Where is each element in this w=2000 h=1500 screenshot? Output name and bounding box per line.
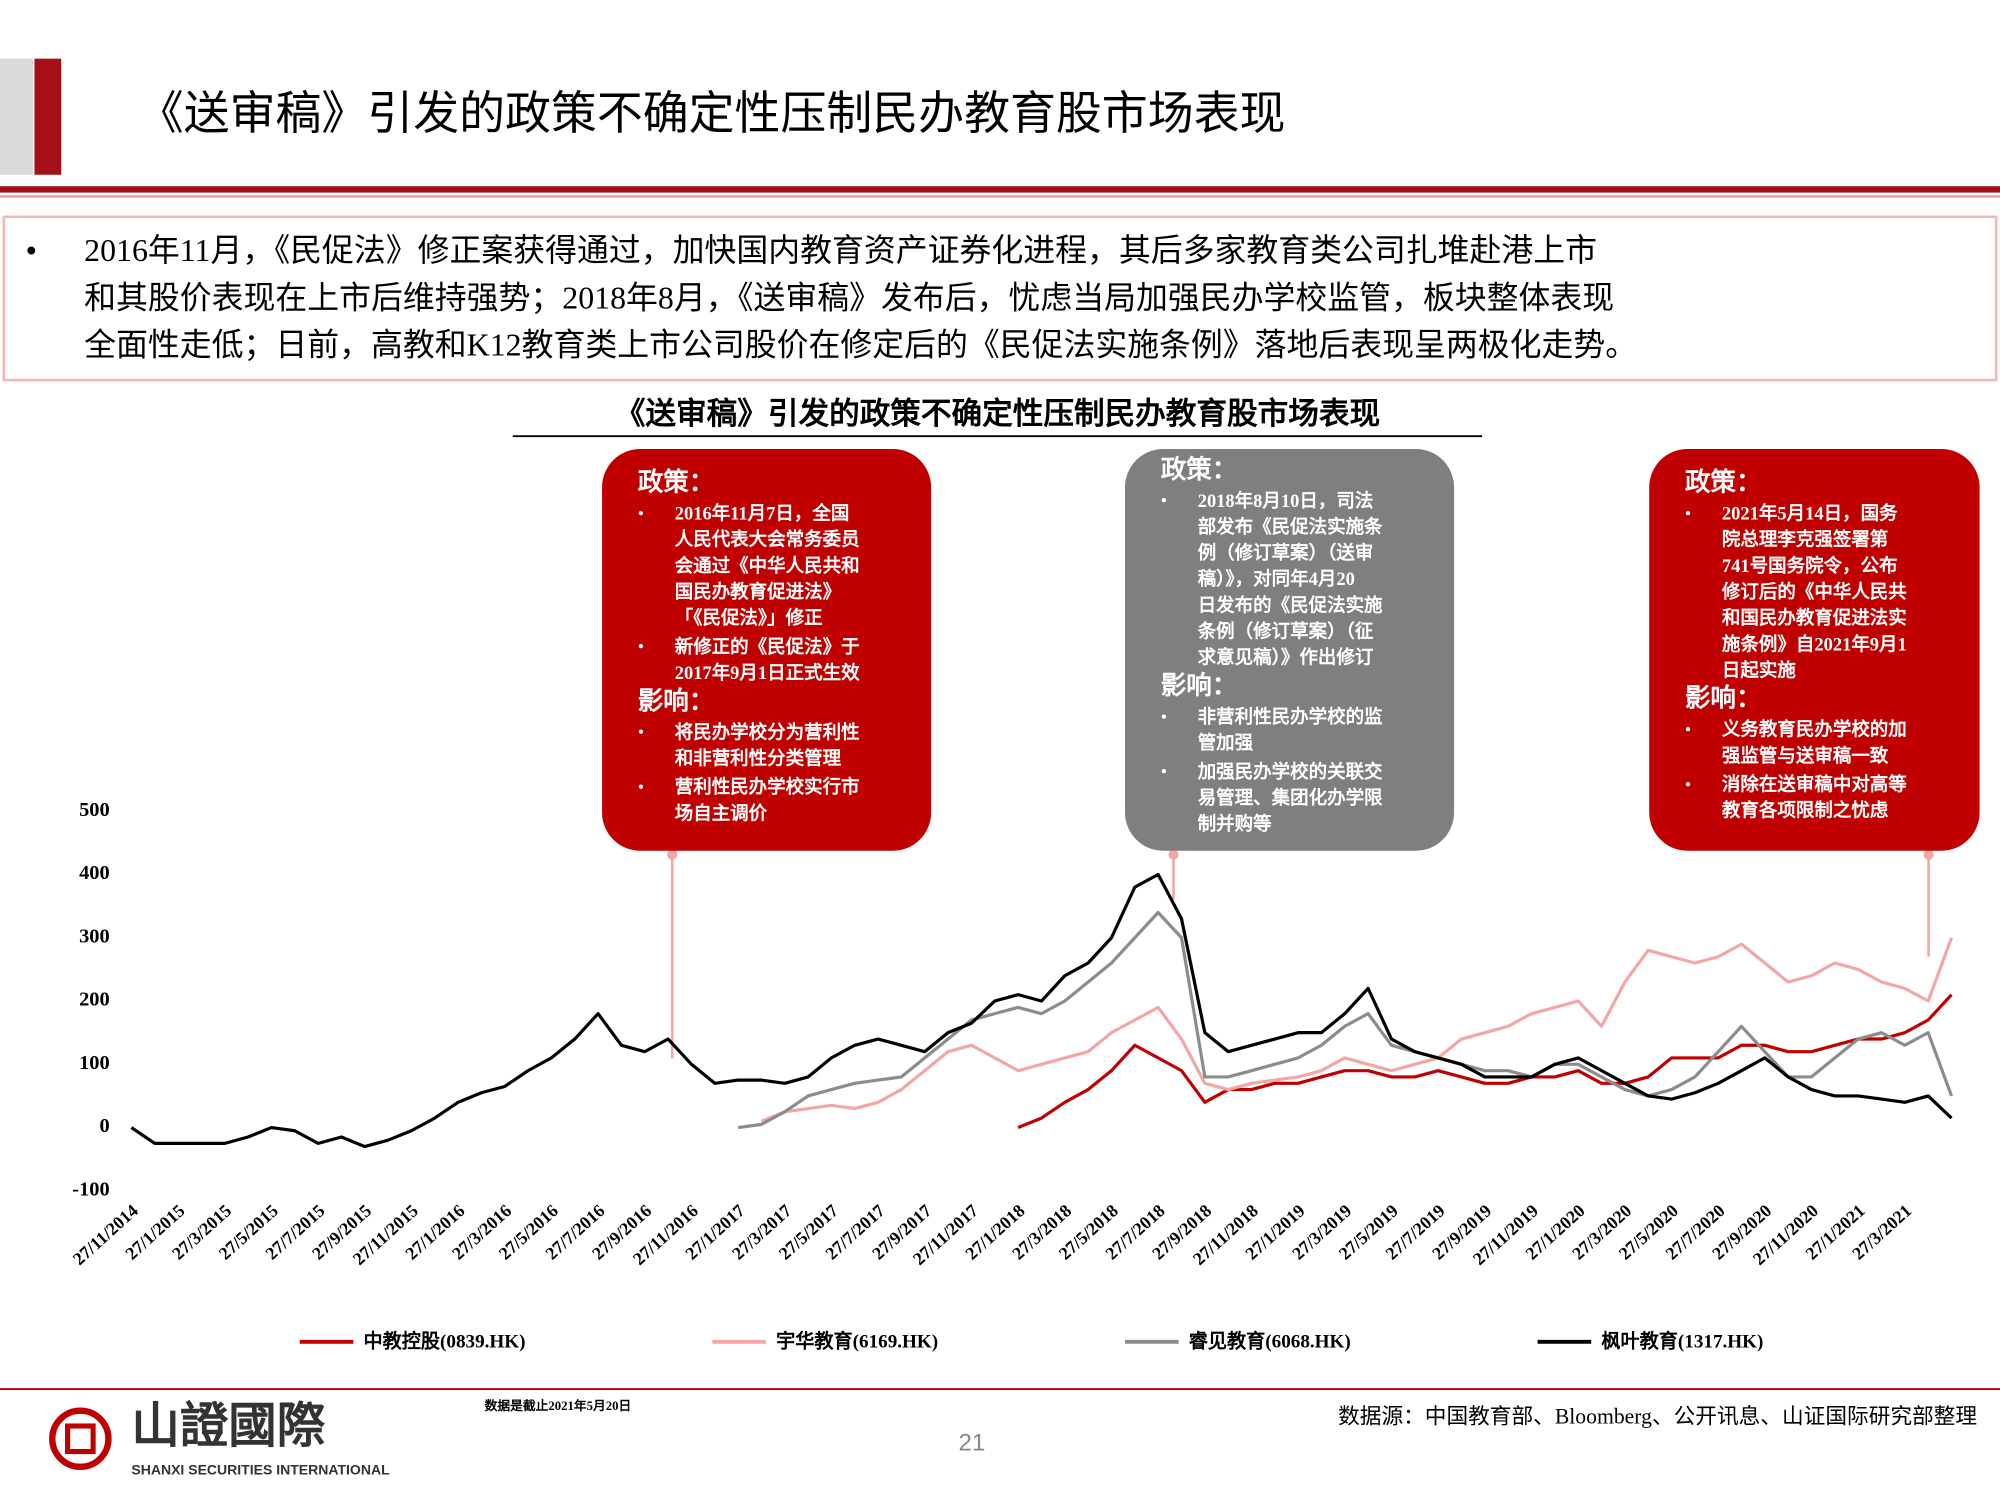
series-line <box>737 910 1954 1130</box>
legend-label: 枫叶教育(1317.HK) <box>1601 1330 1763 1353</box>
callout-line: 义务教育民办学校的加 <box>1722 719 1907 740</box>
callout-line: 施条例》自2021年9月1 <box>1722 633 1907 654</box>
series-line <box>130 872 1953 1149</box>
callout-line: 易管理、集团化办学限 <box>1198 787 1383 808</box>
logo-mark <box>49 1407 112 1471</box>
callout-bullet: • <box>1161 491 1167 511</box>
summary-line: 和其股价表现在上市后维持强势；2018年8月，《送审稿》发布后，忧虑当局加强民办… <box>84 280 1614 315</box>
callout-box <box>1649 448 1980 851</box>
callout-line: 2018年8月10日，司法 <box>1198 490 1374 511</box>
legend-label: 宇华教育(6169.HK) <box>776 1330 938 1353</box>
callout-line: 国民办教育促进法》 <box>675 581 841 602</box>
series-line <box>1017 993 1953 1130</box>
callout-line: 非营利性民办学校的监 <box>1198 706 1383 727</box>
callout-bullet: • <box>1161 762 1167 782</box>
callout-line: 和国民办教育促进法实 <box>1722 607 1907 628</box>
callout-pointer-dot <box>1923 849 1934 860</box>
header-rule-light <box>0 195 2000 198</box>
callout-line: 教育各项限制之忧虑 <box>1722 800 1889 821</box>
bullet: • <box>26 232 38 269</box>
callout-pointer-dot <box>1168 849 1179 860</box>
callout-heading: 影响： <box>1161 671 1238 700</box>
callout-line: 管加强 <box>1198 732 1254 753</box>
summary-line: 2016年11月，《民促法》修正案获得通过，加快国内教育资产证券化进程，其后多家… <box>84 233 1597 268</box>
callout-heading: 影响： <box>638 686 715 715</box>
y-tick-label: 400 <box>79 862 110 884</box>
callout-line: 场自主调价 <box>675 802 768 823</box>
callout-line: 稿）》，对同年4月20 <box>1198 568 1355 589</box>
series-line <box>760 937 1954 1123</box>
callout-line: 会通过《中华人民共和 <box>675 555 860 576</box>
source: 数据源：中国教育部、Bloomberg、公开讯息、山证国际研究部整理 <box>1338 1404 1977 1428</box>
callout-bullet: • <box>638 503 644 523</box>
callout-bullet: • <box>638 637 644 657</box>
callout-bullet: • <box>638 722 644 742</box>
header-bar-gray <box>0 58 34 175</box>
callout-line: 例（修订草案）（送审 <box>1198 542 1374 563</box>
header-bar-red <box>34 58 62 175</box>
callout-line: 新修正的《民促法》于 <box>675 636 860 657</box>
callout-line: 日起实施 <box>1722 659 1796 680</box>
callout-line: 求意见稿）》作出修订 <box>1198 647 1374 668</box>
callout-bullet: • <box>1161 707 1167 727</box>
callout-line: 营利性民办学校实行市 <box>675 776 860 797</box>
callout-line: 部发布《民促法实施条 <box>1198 516 1383 537</box>
callout-bullet: • <box>638 777 644 797</box>
callout-line: 强监管与送审稿一致 <box>1722 745 1889 766</box>
callout-heading: 政策： <box>1161 455 1238 484</box>
summary-line: 全面性走低；日前，高教和K12教育类上市公司股价在修定后的《民促法实施条例》落地… <box>84 328 1637 363</box>
callout-line: 消除在送审稿中对高等 <box>1722 774 1907 795</box>
callout-bullet: • <box>1685 720 1691 740</box>
callout-line: 制并购等 <box>1198 813 1272 834</box>
callout-line: 「《民促法》」修正 <box>675 607 823 628</box>
logo-text-en: SHANXI SECURITIES INTERNATIONAL <box>131 1461 390 1477</box>
y-tick-label: 100 <box>79 1052 110 1074</box>
callout-heading: 政策： <box>1685 468 1762 497</box>
y-tick-label: -100 <box>72 1179 109 1201</box>
y-tick-label: 200 <box>79 989 110 1011</box>
callout-line: 人民代表大会常务委员 <box>675 529 860 550</box>
callout-heading: 政策： <box>638 468 715 497</box>
callout-line: 2021年5月14日，国务 <box>1722 503 1898 524</box>
header-rule <box>0 186 2000 193</box>
summary-box <box>2 215 1998 382</box>
y-tick-label: 0 <box>99 1115 109 1137</box>
logo-text: 山證國際 <box>131 1399 325 1453</box>
data-note: 数据是截止2021年5月20日 <box>485 1398 632 1413</box>
callout-pointer-dot <box>667 849 678 860</box>
callout-box <box>1125 448 1455 851</box>
legend-label: 中教控股(0839.HK) <box>364 1330 526 1353</box>
callout-line: 2016年11月7日，全国 <box>675 503 850 524</box>
callout-bullet: • <box>1685 503 1691 523</box>
callout-bullet: • <box>1685 774 1691 794</box>
callout-line: 院总理李克强签署第 <box>1722 529 1888 550</box>
callout-line: 日发布的《民促法实施 <box>1198 594 1383 615</box>
callout-line: 将民办学校分为营利性 <box>675 721 860 742</box>
callout-line: 条例（修订草案）（征 <box>1197 621 1374 642</box>
y-tick-label: 300 <box>79 925 110 947</box>
callout-line: 2017年9月1日正式生效 <box>675 662 860 683</box>
callout-line: 741号国务院令，公布 <box>1722 555 1898 576</box>
callout-heading: 影响： <box>1685 684 1762 713</box>
callout-line: 和非营利性分类管理 <box>675 747 842 768</box>
legend-label: 睿见教育(6068.HK) <box>1189 1330 1351 1353</box>
callout-line: 修订后的《中华人民共 <box>1721 581 1907 602</box>
logo-mark <box>65 1423 96 1455</box>
chart-title: 《送审稿》引发的政策不确定性压制民办教育股市场表现 <box>615 396 1380 431</box>
callout-box <box>602 448 932 851</box>
callout-line: 加强民办学校的关联交 <box>1197 761 1383 782</box>
y-tick-label: 500 <box>79 799 110 821</box>
page-title: 《送审稿》引发的政策不确定性压制民办教育股市场表现 <box>138 88 1286 139</box>
page-number: 21 <box>958 1429 985 1456</box>
